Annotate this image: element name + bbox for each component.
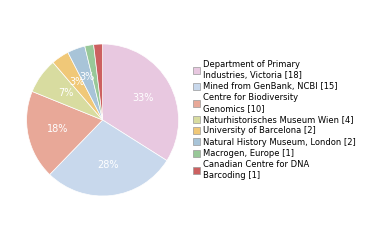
Wedge shape — [85, 45, 103, 120]
Wedge shape — [27, 91, 103, 174]
Text: 3%: 3% — [79, 72, 94, 82]
Text: 33%: 33% — [132, 93, 153, 103]
Text: 28%: 28% — [97, 160, 119, 170]
Wedge shape — [50, 120, 167, 196]
Legend: Department of Primary
Industries, Victoria [18], Mined from GenBank, NCBI [15], : Department of Primary Industries, Victor… — [193, 60, 356, 180]
Wedge shape — [68, 46, 103, 120]
Wedge shape — [53, 52, 103, 120]
Text: 18%: 18% — [47, 124, 69, 134]
Text: 3%: 3% — [70, 77, 85, 87]
Wedge shape — [93, 44, 103, 120]
Wedge shape — [103, 44, 179, 161]
Wedge shape — [32, 62, 103, 120]
Text: 7%: 7% — [58, 88, 73, 98]
